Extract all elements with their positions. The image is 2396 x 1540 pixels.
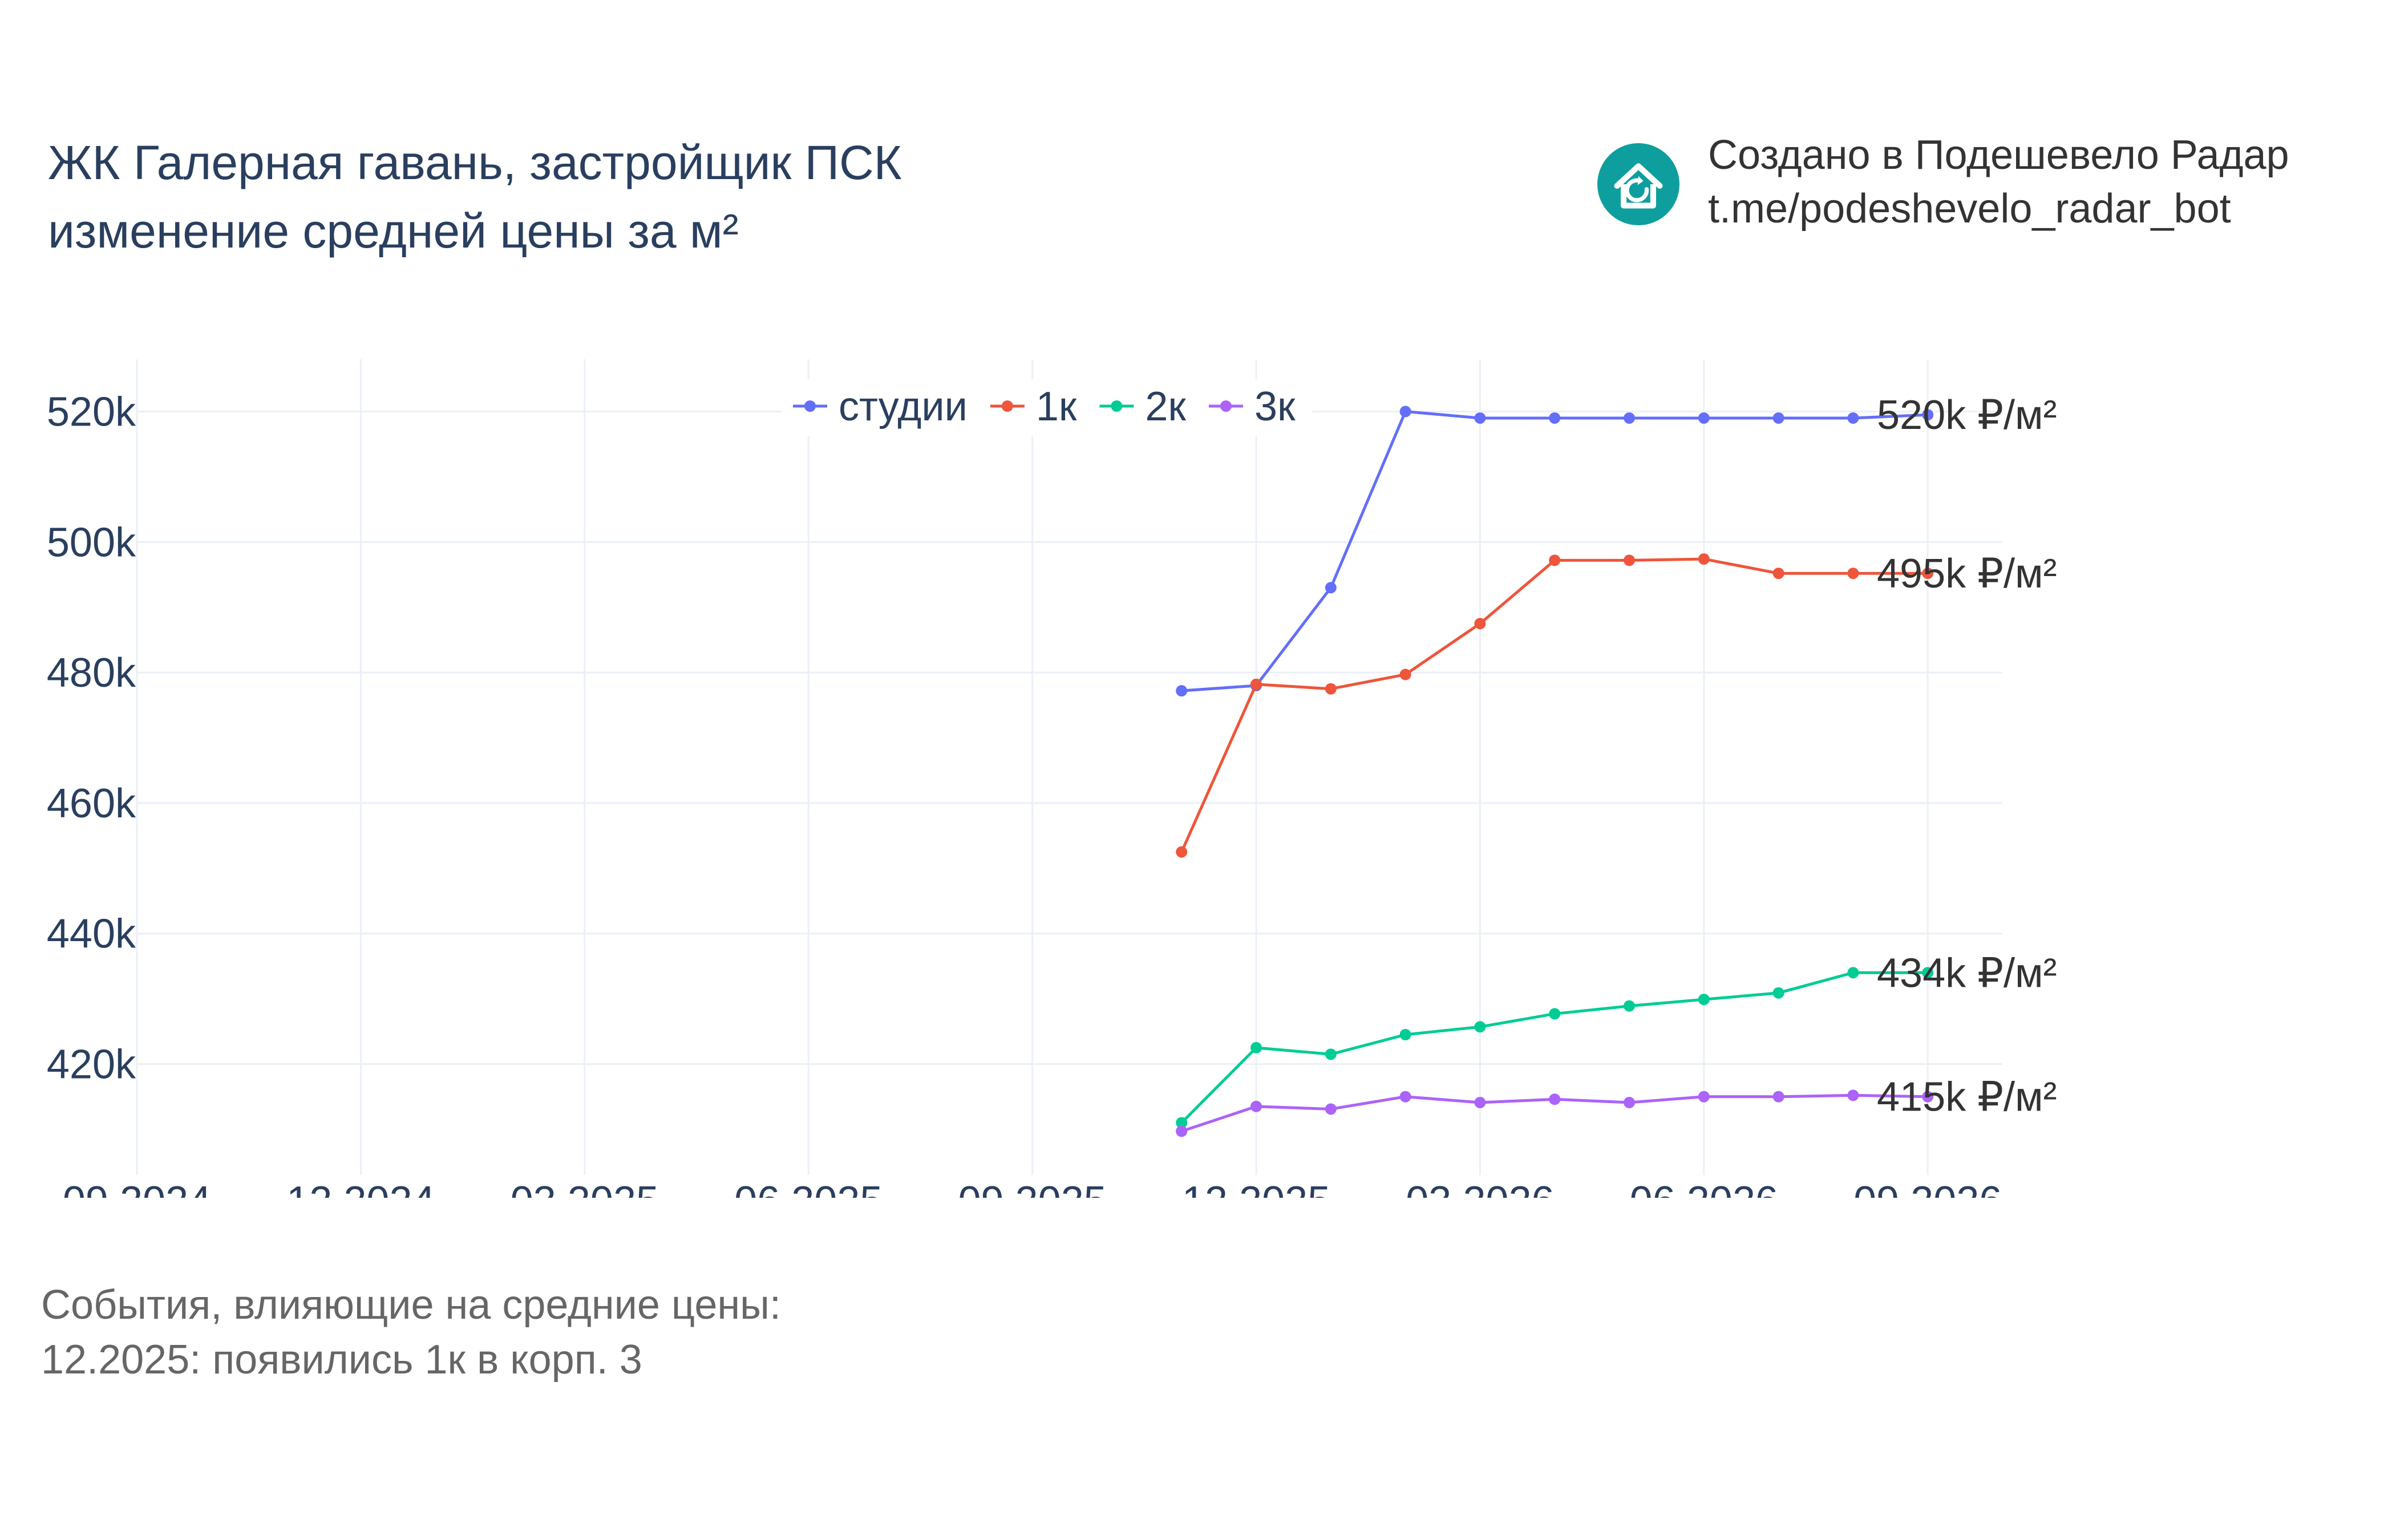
series-line	[1181, 410, 1928, 692]
data-point	[1698, 553, 1710, 565]
chart-title-line-1: ЖК Галерная гавань, застройщик ПСК	[48, 136, 902, 189]
x-tick-label: 03.2026	[1406, 1178, 1554, 1198]
data-point	[1176, 1125, 1188, 1137]
y-axis-ticks: 420k 440k 460k 480k 500k 520k	[47, 390, 136, 1088]
series-end-label: 434k ₽/м²	[1877, 950, 2057, 996]
data-point	[1399, 406, 1411, 418]
data-point	[1549, 1008, 1561, 1020]
data-point	[1847, 1089, 1859, 1101]
data-point	[1922, 409, 1934, 421]
data-point	[1250, 678, 1262, 690]
data-point	[1549, 412, 1561, 424]
x-tick-label: 06.2025	[734, 1178, 883, 1198]
y-tick-label: 460k	[47, 781, 136, 826]
data-point	[1399, 1091, 1411, 1103]
end-labels: 520k ₽/м² 495k ₽/м² 434k ₽/м² 415k ₽/м²	[1877, 392, 2057, 1120]
data-point	[1624, 554, 1635, 566]
data-point	[1847, 967, 1859, 979]
y-tick-label: 420k	[47, 1042, 136, 1088]
data-point	[1624, 1097, 1635, 1109]
series-line	[1180, 557, 1928, 853]
legend-label: студии	[839, 384, 968, 429]
line-chart: 09.2024 12.2024 03.2025 06.2025 09.2025 12.20…	[47, 359, 2057, 1198]
legend-label: 2к	[1145, 384, 1186, 429]
data-point	[1698, 994, 1710, 1006]
data-point	[1772, 987, 1784, 999]
data-point	[1698, 412, 1710, 424]
data-point	[1922, 967, 1934, 979]
data-point	[1325, 582, 1337, 594]
series-end-label: 415k ₽/м²	[1877, 1075, 2057, 1120]
data-point	[1250, 1100, 1262, 1112]
legend-marker	[804, 400, 816, 412]
data-point	[1772, 412, 1784, 424]
data-point	[1325, 1103, 1337, 1115]
brand-text: Создано в Подешевело Радар t.me/podeshev…	[1708, 128, 2289, 236]
y-tick-label: 500k	[47, 520, 136, 565]
data-point	[1847, 412, 1859, 424]
chart-title-line-2: изменение средней цены за м²	[48, 204, 739, 258]
data-point	[1549, 1093, 1561, 1105]
data-point	[1176, 685, 1188, 697]
event-item: 12.2025: появились 1к в корп. 3	[41, 1337, 642, 1383]
legend: студии 1к 2к 3к	[782, 379, 1313, 436]
x-tick-label: 09.2024	[63, 1178, 211, 1198]
house-refresh-icon	[1597, 143, 1679, 225]
x-axis-ticks: 09.2024 12.2024 03.2025 06.2025 09.2025 12.20…	[63, 1178, 2002, 1198]
chart-title: ЖК Галерная гавань, застройщик ПСК измен…	[48, 128, 902, 265]
events-note: События, влияющие на средние цены: 12.20…	[41, 1278, 781, 1387]
x-tick-label: 06.2026	[1630, 1178, 1778, 1198]
data-point	[1698, 1091, 1710, 1103]
series-lines	[1176, 406, 1934, 1137]
series-end-label: 520k ₽/м²	[1877, 392, 2057, 438]
x-tick-label: 09.2025	[958, 1178, 1106, 1198]
brand-block: Создано в Подешевело Радар t.me/podeshev…	[1597, 128, 2289, 236]
data-point	[1250, 1041, 1262, 1053]
events-heading: События, влияющие на средние цены:	[41, 1282, 781, 1328]
legend-label: 1к	[1036, 384, 1077, 429]
x-tick-label: 03.2025	[511, 1178, 659, 1198]
brand-line-1: Создано в Подешевело Радар	[1708, 132, 2289, 178]
data-point	[1474, 1097, 1486, 1109]
data-point	[1325, 1048, 1337, 1060]
data-point	[1624, 1000, 1635, 1012]
data-point	[1772, 1091, 1784, 1103]
x-tick-label: 09.2026	[1853, 1178, 2002, 1198]
x-tick-label: 12.2024	[286, 1178, 435, 1198]
y-tick-label: 440k	[47, 911, 136, 957]
data-point	[1549, 554, 1561, 566]
data-point	[1922, 568, 1934, 579]
legend-marker	[1001, 400, 1013, 412]
data-point	[1772, 568, 1784, 579]
y-tick-label: 480k	[47, 650, 136, 696]
brand-line-2[interactable]: t.me/podeshevelo_radar_bot	[1708, 186, 2231, 232]
data-point	[1922, 1091, 1934, 1103]
data-point	[1176, 846, 1188, 858]
data-point	[1474, 618, 1486, 630]
legend-label: 3к	[1254, 384, 1296, 429]
legend-marker	[1220, 400, 1232, 412]
data-point	[1624, 412, 1635, 424]
y-tick-label: 520k	[47, 390, 136, 435]
series-end-label: 495k ₽/м²	[1877, 551, 2057, 597]
data-point	[1176, 1117, 1188, 1129]
data-point	[1847, 568, 1859, 579]
data-point	[1325, 683, 1337, 695]
data-point	[1399, 668, 1411, 680]
data-point	[1399, 1029, 1411, 1041]
data-point	[1474, 1021, 1486, 1033]
data-point	[1474, 412, 1486, 424]
x-tick-label: 12.2025	[1182, 1178, 1330, 1198]
grid-lines	[136, 359, 2002, 1175]
legend-marker	[1111, 400, 1123, 412]
